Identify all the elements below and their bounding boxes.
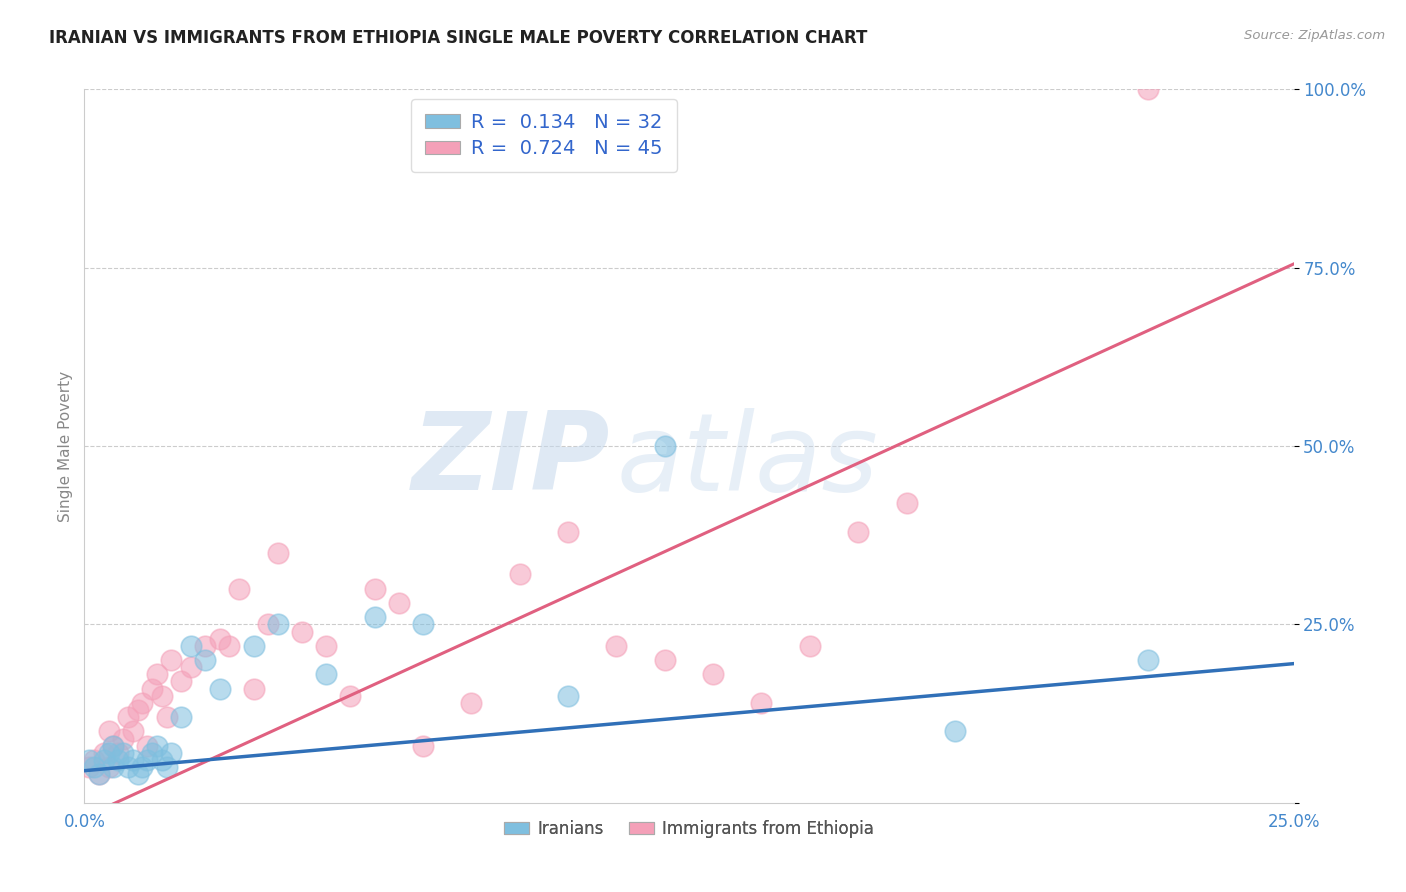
Point [896, 496, 918, 510]
Point [117, 710, 139, 724]
Point [460, 696, 482, 710]
Point [146, 739, 169, 753]
Point [150, 753, 173, 767]
Point [93, 746, 115, 760]
Point [83, 753, 105, 767]
Point [557, 524, 579, 539]
Point [136, 739, 159, 753]
Point [654, 653, 676, 667]
Point [291, 624, 314, 639]
Point [141, 746, 163, 760]
Point [194, 653, 217, 667]
Point [315, 667, 337, 681]
Point [557, 689, 579, 703]
Point [208, 681, 231, 696]
Point [87, 767, 110, 781]
Point [267, 617, 290, 632]
Point [77, 753, 100, 767]
Point [1137, 82, 1160, 96]
Point [77, 760, 100, 774]
Point [315, 639, 337, 653]
Point [702, 667, 724, 681]
Text: IRANIAN VS IMMIGRANTS FROM ETHIOPIA SINGLE MALE POVERTY CORRELATION CHART: IRANIAN VS IMMIGRANTS FROM ETHIOPIA SING… [49, 29, 868, 46]
Point [103, 739, 125, 753]
Point [943, 724, 966, 739]
Point [150, 689, 173, 703]
Point [218, 639, 240, 653]
Point [180, 660, 202, 674]
Point [605, 639, 627, 653]
Point [141, 681, 163, 696]
Point [412, 617, 434, 632]
Point [267, 546, 290, 560]
Point [170, 710, 193, 724]
Point [112, 731, 135, 746]
Point [242, 681, 264, 696]
Point [208, 632, 231, 646]
Point [160, 746, 183, 760]
Point [194, 639, 217, 653]
Point [228, 582, 250, 596]
Point [170, 674, 193, 689]
Point [155, 710, 177, 724]
Point [103, 739, 125, 753]
Text: Source: ZipAtlas.com: Source: ZipAtlas.com [1244, 29, 1385, 42]
Point [117, 760, 139, 774]
Y-axis label: Single Male Poverty: Single Male Poverty [58, 370, 73, 522]
Point [242, 639, 264, 653]
Point [155, 760, 177, 774]
Point [1137, 653, 1160, 667]
Text: ZIP: ZIP [412, 408, 610, 513]
Point [799, 639, 821, 653]
Point [388, 596, 411, 610]
Point [121, 753, 143, 767]
Point [146, 667, 169, 681]
Point [654, 439, 676, 453]
Point [87, 767, 110, 781]
Point [97, 724, 120, 739]
Point [363, 582, 385, 596]
Point [136, 753, 159, 767]
Legend: Iranians, Immigrants from Ethiopia: Iranians, Immigrants from Ethiopia [498, 814, 880, 845]
Point [107, 746, 129, 760]
Point [751, 696, 773, 710]
Point [180, 639, 202, 653]
Point [131, 696, 153, 710]
Point [93, 753, 115, 767]
Text: atlas: atlas [616, 408, 879, 513]
Point [509, 567, 531, 582]
Point [339, 689, 361, 703]
Point [257, 617, 280, 632]
Point [107, 753, 129, 767]
Point [846, 524, 869, 539]
Point [131, 760, 153, 774]
Point [112, 746, 135, 760]
Point [412, 739, 434, 753]
Point [97, 760, 120, 774]
Point [160, 653, 183, 667]
Point [127, 767, 149, 781]
Point [363, 610, 385, 624]
Point [121, 724, 143, 739]
Point [127, 703, 149, 717]
Point [83, 760, 105, 774]
Point [103, 760, 125, 774]
Point [97, 746, 120, 760]
